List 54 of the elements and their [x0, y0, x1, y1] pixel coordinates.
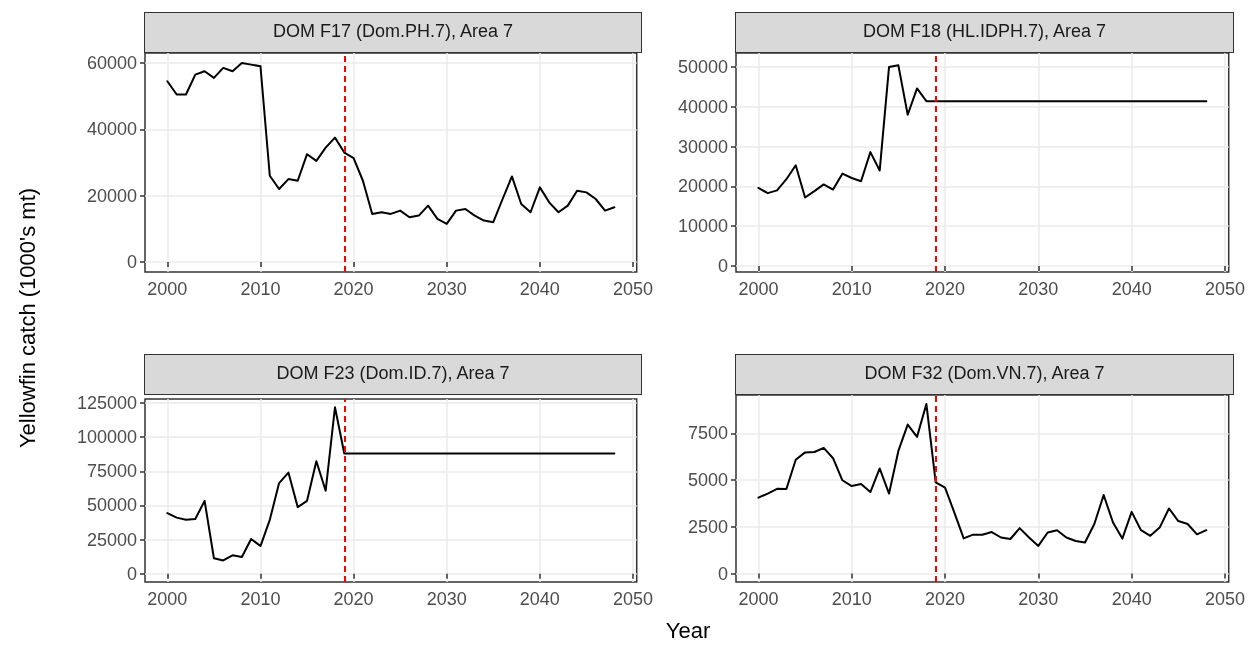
x-tick-label: 2040: [519, 589, 560, 609]
x-tick-label: 2020: [925, 279, 966, 299]
x-tick-label: 2000: [738, 279, 779, 299]
x-tick-label: 2050: [1204, 279, 1245, 299]
x-tick-label: 2000: [147, 589, 188, 609]
y-tick-label: 75000: [86, 461, 137, 482]
y-tick-label: 50000: [677, 56, 728, 77]
y-tick-label: 25000: [86, 529, 137, 550]
line-series: [757, 64, 1208, 199]
chart-title: DOM F18 (HL.IDPH.7), Area 7: [735, 12, 1234, 53]
x-tick-label: 2010: [240, 589, 281, 609]
x-tick-label: 2050: [612, 589, 653, 609]
y-tick-label: 50000: [86, 495, 137, 516]
x-tick-label: 2000: [147, 279, 188, 299]
y-tick-label: 100000: [76, 427, 137, 448]
y-tick-label: 0: [717, 256, 728, 277]
chart-title: DOM F32 (Dom.VN.7), Area 7: [735, 354, 1234, 395]
line-series: [757, 402, 1208, 547]
x-tick-label: 2050: [1204, 589, 1245, 609]
y-tick-label: 0: [126, 252, 137, 273]
x-tick-label: 2020: [333, 589, 374, 609]
x-tick-label: 2040: [1111, 589, 1152, 609]
y-tick-label: 20000: [677, 176, 728, 197]
x-tick-label: 2030: [1018, 279, 1059, 299]
x-tick-label: 2010: [831, 279, 872, 299]
y-tick-label: 0: [126, 563, 137, 584]
y-tick-label: 7500: [687, 423, 728, 444]
x-tick-label: 2010: [831, 589, 872, 609]
x-tick-label: 2050: [612, 279, 653, 299]
y-tick-label: 40000: [677, 96, 728, 117]
y-tick-label: 125000: [76, 393, 137, 413]
x-tick-label: 2030: [426, 589, 467, 609]
x-axis-title: Year: [665, 618, 711, 644]
y-tick-label: 60000: [86, 52, 137, 73]
y-axis-title: Yellowfin catch (1000's mt): [15, 187, 41, 449]
y-tick-label: 5000: [687, 470, 728, 491]
line-series: [166, 61, 616, 225]
y-tick-label: 30000: [677, 136, 728, 157]
line-series: [166, 406, 616, 562]
y-tick-label: 40000: [86, 119, 137, 140]
y-tick-label: 10000: [677, 216, 728, 237]
y-tick-label: 0: [717, 563, 728, 584]
chart-title: DOM F23 (Dom.ID.7), Area 7: [144, 354, 642, 395]
y-tick-label: 2500: [687, 516, 728, 537]
x-tick-label: 2020: [333, 279, 374, 299]
x-tick-label: 2030: [1018, 589, 1059, 609]
x-tick-label: 2040: [519, 279, 560, 299]
x-tick-label: 2010: [240, 279, 281, 299]
x-tick-label: 2030: [426, 279, 467, 299]
x-tick-label: 2020: [925, 589, 966, 609]
chart-title: DOM F17 (Dom.PH.7), Area 7: [144, 12, 642, 53]
y-tick-label: 20000: [86, 185, 137, 206]
x-tick-label: 2000: [738, 589, 779, 609]
x-tick-label: 2040: [1111, 279, 1152, 299]
